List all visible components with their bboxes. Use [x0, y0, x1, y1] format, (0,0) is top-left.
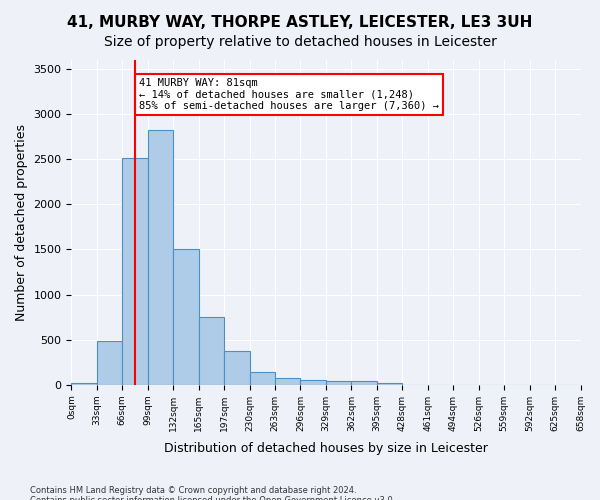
Text: Contains public sector information licensed under the Open Government Licence v3: Contains public sector information licen… [30, 496, 395, 500]
Bar [275, 378, 301, 385]
Text: Size of property relative to detached houses in Leicester: Size of property relative to detached ho… [104, 35, 496, 49]
Bar [97, 342, 122, 385]
Bar [173, 250, 199, 385]
Bar [352, 381, 377, 385]
Bar [71, 382, 97, 385]
Text: 41 MURBY WAY: 81sqm
← 14% of detached houses are smaller (1,248)
85% of semi-det: 41 MURBY WAY: 81sqm ← 14% of detached ho… [139, 78, 439, 111]
Text: Contains HM Land Registry data © Crown copyright and database right 2024.: Contains HM Land Registry data © Crown c… [30, 486, 356, 495]
Bar [199, 317, 224, 385]
Bar [301, 380, 326, 385]
Bar [250, 372, 275, 385]
Bar [326, 381, 352, 385]
Text: 41, MURBY WAY, THORPE ASTLEY, LEICESTER, LE3 3UH: 41, MURBY WAY, THORPE ASTLEY, LEICESTER,… [67, 15, 533, 30]
Bar [377, 382, 403, 385]
Bar [224, 350, 250, 385]
Y-axis label: Number of detached properties: Number of detached properties [15, 124, 28, 321]
Bar [148, 130, 173, 385]
Bar [122, 158, 148, 385]
X-axis label: Distribution of detached houses by size in Leicester: Distribution of detached houses by size … [164, 442, 488, 455]
